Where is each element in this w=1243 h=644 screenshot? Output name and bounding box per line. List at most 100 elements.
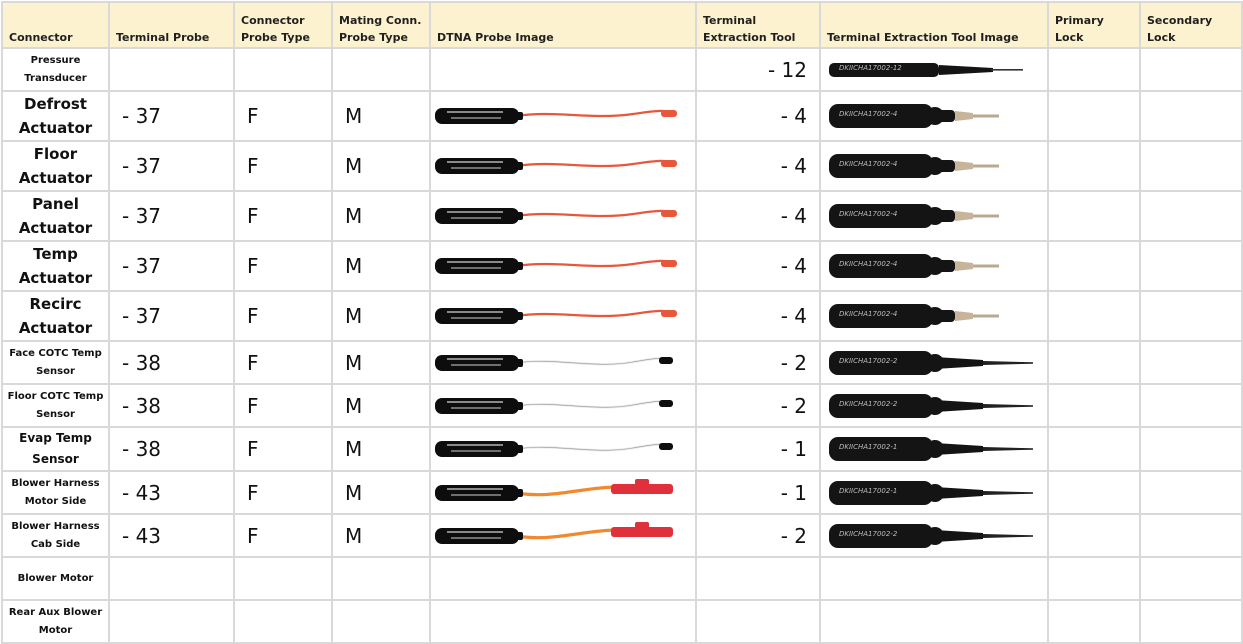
table-row: Blower Harness Motor Side - 43 F M - 1 DKIICH…: [1, 470, 1243, 515]
probe-red-thin-icon: [435, 308, 677, 324]
cell-terminal-probe-text: - 37: [122, 304, 162, 328]
cell-mating-probe-type: M: [331, 426, 431, 472]
cell-primary-lock: [1047, 426, 1141, 472]
cell-connector-probe-type: [233, 47, 333, 92]
cell-connector-probe-type-text: F: [247, 523, 259, 548]
cell-secondary-lock: [1139, 290, 1243, 342]
tool-engraving: DKIICHA17002-4: [839, 160, 898, 168]
cell-connector-probe-type: F: [233, 290, 333, 342]
cell-terminal-probe-text: - 43: [122, 523, 162, 548]
cell-terminal-probe: - 37: [108, 140, 235, 192]
cell-secondary-lock: [1139, 90, 1243, 142]
cell-primary-lock: [1047, 383, 1141, 428]
cell-extraction-tool: - 4: [695, 140, 821, 192]
cell-connector-text: Face COTC Temp Sensor: [9, 347, 102, 377]
cell-secondary-lock: [1139, 556, 1243, 601]
cell-extraction-tool-text: - 1: [780, 437, 807, 461]
header-primary-lock: Primary Lock: [1047, 1, 1141, 49]
cell-connector-text: Blower Motor: [17, 572, 94, 584]
tool-engraving: DKIICHA17002-4: [839, 210, 898, 218]
cell-extraction-tool: - 2: [695, 340, 821, 385]
cell-secondary-lock: [1139, 470, 1243, 515]
cell-primary-lock: [1047, 240, 1141, 292]
tool-engraving: DKIICHA17002-2: [839, 529, 898, 538]
tool-engraving: DKIICHA17002-4: [839, 310, 898, 318]
table-row: Floor Actuator - 37 F M - 4 DKIICHA17002-4: [1, 140, 1243, 192]
probe-white-icon: [435, 354, 673, 371]
cell-tool-image: DKIICHA17002-2: [819, 383, 1049, 428]
cell-extraction-tool-text: - 4: [780, 304, 807, 328]
cell-connector: Rear Aux Blower Motor: [1, 599, 110, 644]
cell-secondary-lock: [1139, 383, 1243, 428]
cell-connector-text: Blower Harness Motor Side: [11, 477, 100, 507]
cell-connector: Floor Actuator: [1, 140, 110, 192]
cell-probe-image: [429, 47, 697, 92]
probe-red-thin-icon: [435, 258, 677, 274]
cell-tool-image: DKIICHA17002-1: [819, 470, 1049, 515]
cell-mating-probe-type: M: [331, 290, 431, 342]
cell-probe-image: [429, 290, 697, 342]
cell-connector-probe-type: F: [233, 470, 333, 515]
cell-extraction-tool-text: - 2: [780, 350, 807, 375]
cell-mating-probe-type: M: [331, 340, 431, 385]
cell-connector-probe-type-text: F: [247, 254, 259, 278]
cell-terminal-probe-text: - 37: [122, 154, 162, 178]
cell-terminal-probe: - 37: [108, 90, 235, 142]
table-row: Recirc Actuator - 37 F M - 4 DKIICHA17002-4: [1, 290, 1243, 342]
cell-mating-probe-type-text: M: [345, 393, 363, 418]
tool-engraving: DKIICHA17002-1: [839, 443, 898, 451]
cell-terminal-probe: - 37: [108, 240, 235, 292]
probe-red-thin-icon: [435, 208, 677, 224]
header-row: Connector Terminal Probe Connector Probe…: [1, 1, 1243, 49]
table-row: Defrost Actuator - 37 F M - 4 DKIICHA17002-4: [1, 90, 1243, 142]
cell-mating-probe-type: M: [331, 240, 431, 292]
cell-probe-image: [429, 240, 697, 292]
tool-engraving: DKIICHA17002-4: [839, 110, 898, 118]
cell-connector-probe-type-text: F: [247, 204, 259, 228]
cell-primary-lock: [1047, 190, 1141, 242]
cell-terminal-probe-text: - 38: [122, 437, 162, 461]
cell-connector-probe-type: F: [233, 426, 333, 472]
cell-mating-probe-type-text: M: [345, 437, 363, 461]
table-row: Blower Motor: [1, 556, 1243, 601]
cell-mating-probe-type-text: M: [345, 204, 363, 228]
cell-secondary-lock: [1139, 426, 1243, 472]
header-terminal-extraction-tool-image: Terminal Extraction Tool Image: [819, 1, 1049, 49]
cell-probe-image: [429, 383, 697, 428]
table-row: Temp Actuator - 37 F M - 4 DKIICHA17002-4: [1, 240, 1243, 292]
cell-primary-lock: [1047, 340, 1141, 385]
cell-tool-image: DKIICHA17002-4: [819, 90, 1049, 142]
cell-extraction-tool: - 1: [695, 470, 821, 515]
cell-connector-probe-type: [233, 556, 333, 601]
cell-connector-text: Recirc Actuator: [18, 295, 93, 337]
cell-connector: Panel Actuator: [1, 190, 110, 242]
cell-mating-probe-type-text: M: [345, 304, 363, 328]
cell-primary-lock: [1047, 513, 1141, 558]
cell-connector: Temp Actuator: [1, 240, 110, 292]
cell-connector: Face COTC Temp Sensor: [1, 340, 110, 385]
cell-tool-image: DKIICHA17002-4: [819, 140, 1049, 192]
cell-terminal-probe-text: - 37: [122, 104, 162, 128]
cell-connector-text: Blower Harness Cab Side: [11, 520, 100, 550]
tool-engraving: DKIICHA17002-12: [839, 63, 902, 72]
cell-connector-probe-type-text: F: [247, 104, 259, 128]
cell-primary-lock: [1047, 470, 1141, 515]
cell-mating-probe-type: [331, 47, 431, 92]
tool-tan-icon: [829, 154, 999, 178]
cell-connector-probe-type-text: F: [247, 393, 259, 418]
tool-engraving: DKIICHA17002-2: [839, 399, 898, 408]
cell-terminal-probe: [108, 47, 235, 92]
table-row: Blower Harness Cab Side - 43 F M - 2 DKIICHA1…: [1, 513, 1243, 558]
cell-secondary-lock: [1139, 513, 1243, 558]
cell-mating-probe-type-text: M: [345, 350, 363, 375]
cell-mating-probe-type: M: [331, 190, 431, 242]
cell-connector-text: Rear Aux Blower Motor: [8, 606, 103, 636]
cell-connector: Recirc Actuator: [1, 290, 110, 342]
table-row: Rear Aux Blower Motor: [1, 599, 1243, 644]
cell-connector: Defrost Actuator: [1, 90, 110, 142]
cell-extraction-tool-text: - 4: [780, 104, 807, 128]
tool-black-icon: [829, 480, 1033, 505]
cell-tool-image: DKIICHA17002-4: [819, 290, 1049, 342]
cell-extraction-tool-text: - 2: [780, 393, 807, 418]
